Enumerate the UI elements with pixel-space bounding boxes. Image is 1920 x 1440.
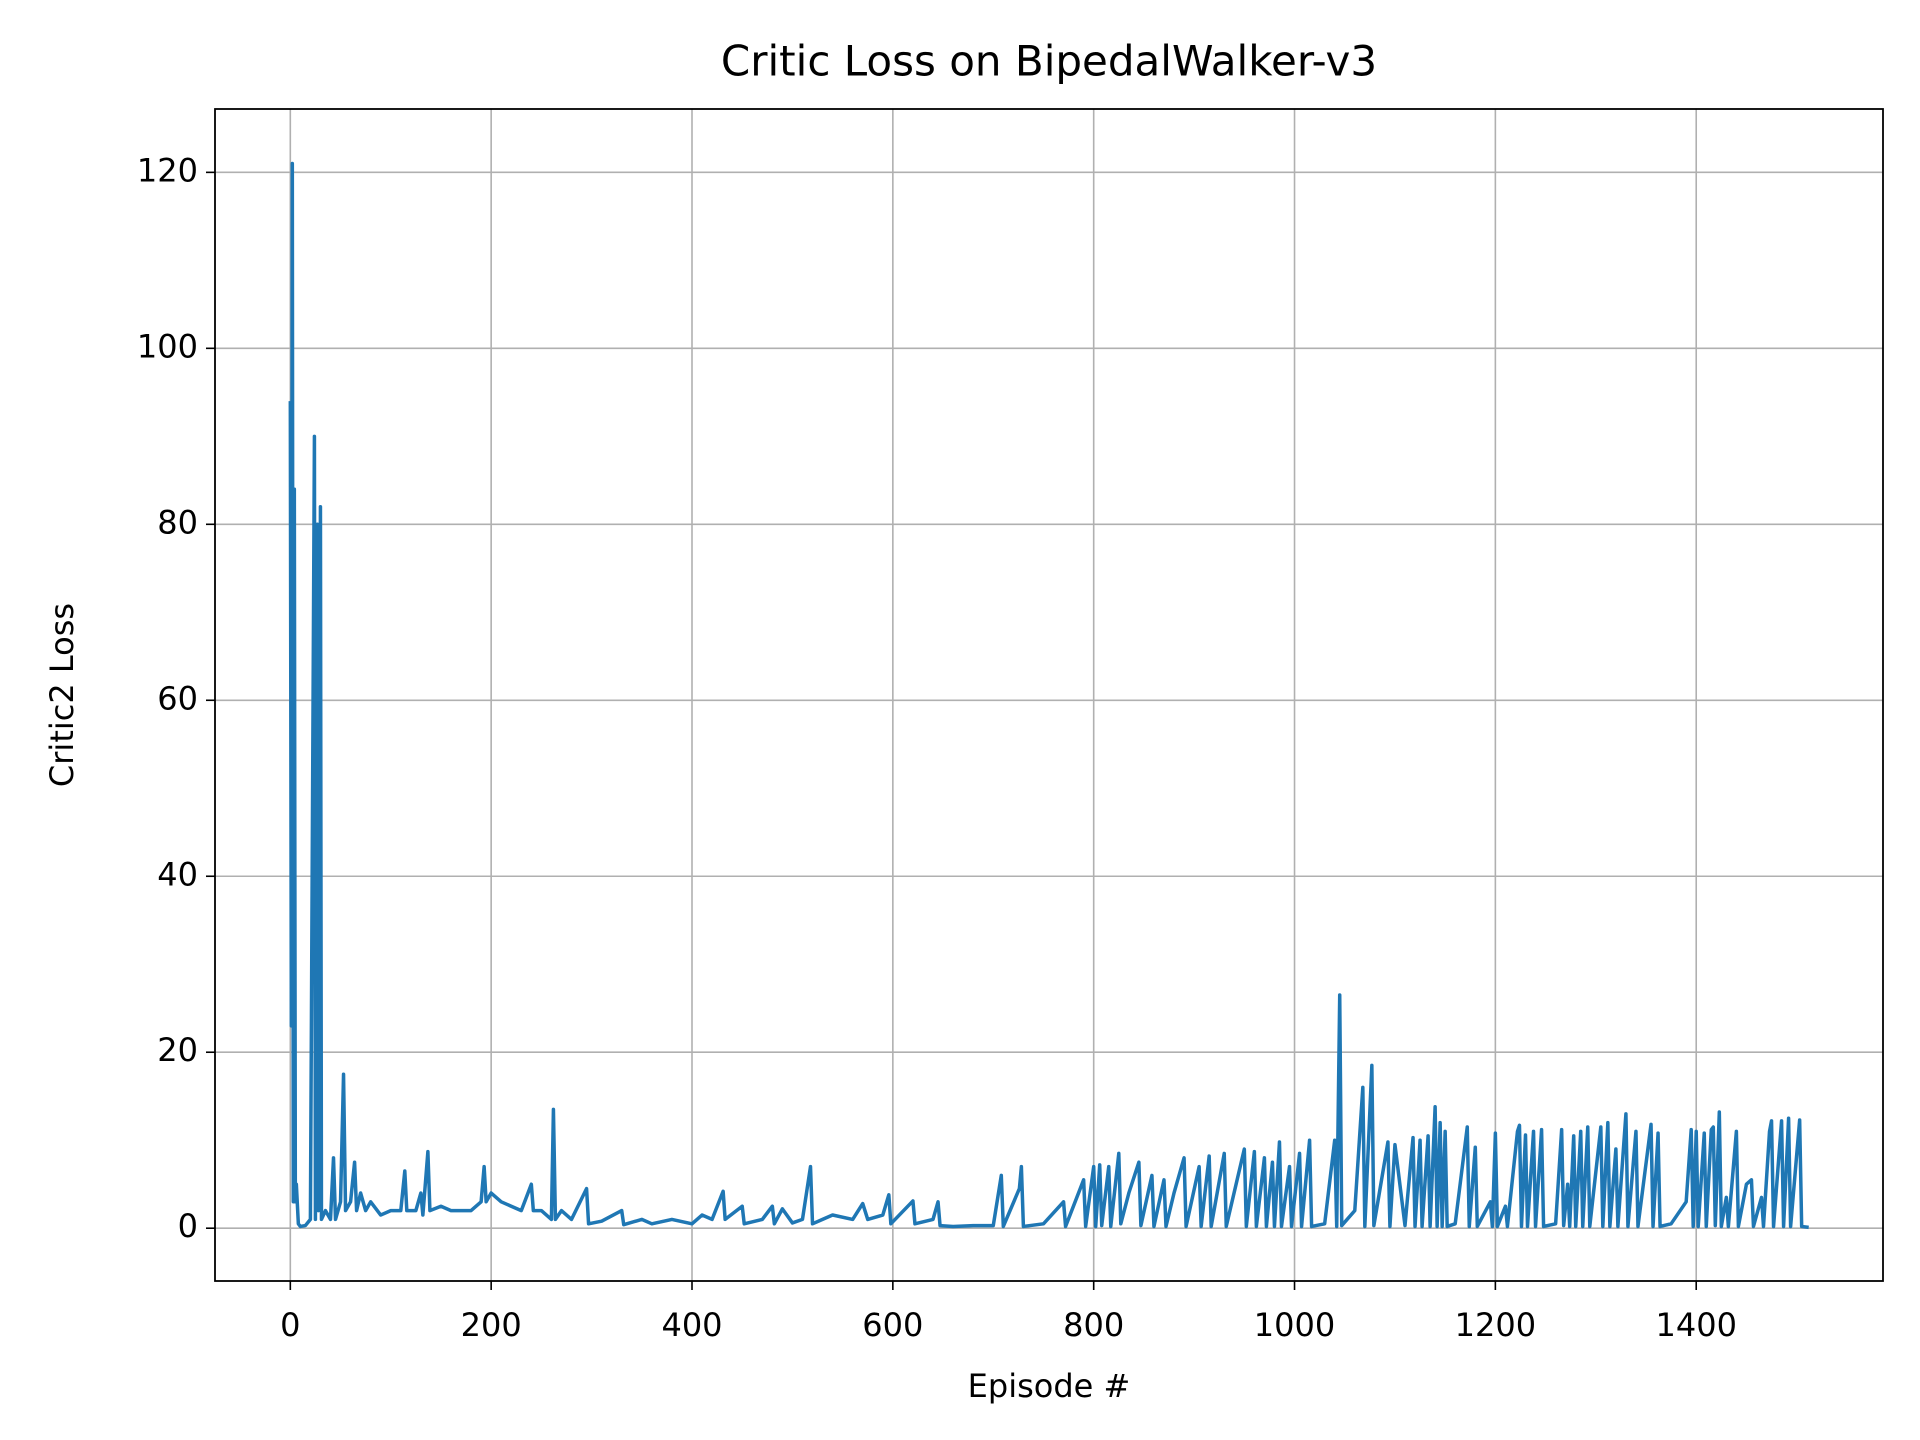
x-axis-label: Episode # — [968, 1367, 1131, 1405]
x-tick-label: 600 — [862, 1306, 923, 1344]
x-tick-label: 1200 — [1455, 1306, 1536, 1344]
data-line — [288, 161, 1809, 1230]
y-axis-label: Critic2 Loss — [43, 603, 81, 787]
y-tick-label: 40 — [157, 855, 198, 893]
x-tick-label: 400 — [661, 1306, 722, 1344]
x-tick-label: 200 — [461, 1306, 522, 1344]
x-tick-label: 1400 — [1655, 1306, 1736, 1344]
chart-title: Critic Loss on BipedalWalker-v3 — [721, 37, 1377, 86]
axes-frame — [214, 108, 1884, 1282]
x-tick-label: 800 — [1063, 1306, 1124, 1344]
y-tick-label: 120 — [137, 151, 198, 189]
y-tick-label: 20 — [157, 1031, 198, 1069]
x-tick-label: 0 — [280, 1306, 300, 1344]
y-tick-label: 0 — [178, 1207, 198, 1245]
y-tick-label: 60 — [157, 679, 198, 717]
x-tick-label: 1000 — [1254, 1306, 1335, 1344]
y-tick-label: 100 — [137, 327, 198, 365]
y-tick-label: 80 — [157, 503, 198, 541]
